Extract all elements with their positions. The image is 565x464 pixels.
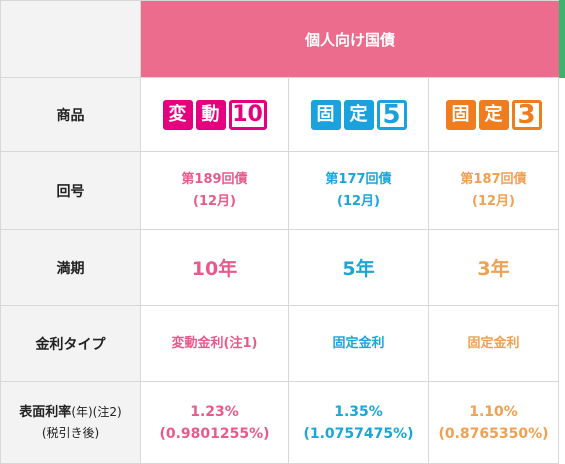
badge-number: 5: [376, 99, 407, 130]
table-edge-accent: [559, 0, 565, 78]
table-header-title: 個人向け国債: [141, 0, 559, 78]
table-edge-blank: [559, 382, 565, 464]
after-tax-label: (税引き後): [41, 425, 100, 440]
badge-number: 3: [511, 99, 542, 130]
variable-10-badge: 変 動 10: [162, 99, 267, 130]
rate-value: 1.35%: [334, 403, 383, 420]
rate-after-tax: (1.0757475%): [303, 425, 414, 442]
rate-fixed-5: 1.35% (1.0757475%): [289, 382, 429, 464]
rate-type-fixed-3: 固定金利: [429, 306, 559, 382]
rate-variable-10: 1.23% (0.9801255%): [141, 382, 289, 464]
badge-char: 定: [478, 99, 509, 130]
fixed-3-badge: 固 定 3: [445, 99, 542, 130]
row-label-surface-rate: 表面利率(年)(注2) (税引き後): [0, 382, 141, 464]
row-label-rate-type: 金利タイプ: [0, 306, 141, 382]
surface-rate-label-suffix: (年)(注2): [71, 404, 122, 419]
issue-month: (12月): [193, 193, 236, 209]
badge-char: 変: [162, 99, 193, 130]
table-edge-blank: [559, 230, 565, 306]
issue-number: 第177回債: [325, 171, 392, 187]
issue-month: (12月): [337, 193, 380, 209]
product-cell-fixed-5: 固 定 5: [289, 78, 429, 152]
badge-char: 固: [310, 99, 341, 130]
rate-value: 1.23%: [190, 403, 239, 420]
issue-cell-variable-10: 第189回債 (12月): [141, 152, 289, 230]
badge-char: 動: [195, 99, 226, 130]
issue-cell-fixed-3: 第187回債 (12月): [429, 152, 559, 230]
surface-rate-label: 表面利率: [19, 404, 72, 420]
fixed-5-badge: 固 定 5: [310, 99, 407, 130]
badge-char: 定: [343, 99, 374, 130]
table-edge-blank: [559, 78, 565, 152]
issue-number: 第189回債: [181, 171, 248, 187]
surface-rate-label-line: 表面利率(年)(注2): [19, 402, 121, 423]
rate-value: 1.10%: [469, 403, 518, 420]
table-corner: [0, 0, 141, 78]
rate-after-tax: (0.9801255%): [159, 425, 270, 442]
table-edge-blank: [559, 152, 565, 230]
rate-type-fixed-5: 固定金利: [289, 306, 429, 382]
rate-after-tax: (0.8765350%): [438, 425, 549, 442]
maturity-fixed-5: 5年: [289, 230, 429, 306]
issue-number: 第187回債: [460, 171, 527, 187]
table-edge-blank: [559, 306, 565, 382]
row-label-issue-no: 回号: [0, 152, 141, 230]
issue-cell-fixed-5: 第177回債 (12月): [289, 152, 429, 230]
product-cell-variable-10: 変 動 10: [141, 78, 289, 152]
badge-char: 固: [445, 99, 476, 130]
rate-type-variable-10: 変動金利(注1): [141, 306, 289, 382]
product-cell-fixed-3: 固 定 3: [429, 78, 559, 152]
row-label-product: 商品: [0, 78, 141, 152]
row-label-maturity: 満期: [0, 230, 141, 306]
issue-month: (12月): [472, 193, 515, 209]
maturity-fixed-3: 3年: [429, 230, 559, 306]
badge-number: 10: [228, 99, 267, 130]
maturity-variable-10: 10年: [141, 230, 289, 306]
rate-fixed-3: 1.10% (0.8765350%): [429, 382, 559, 464]
